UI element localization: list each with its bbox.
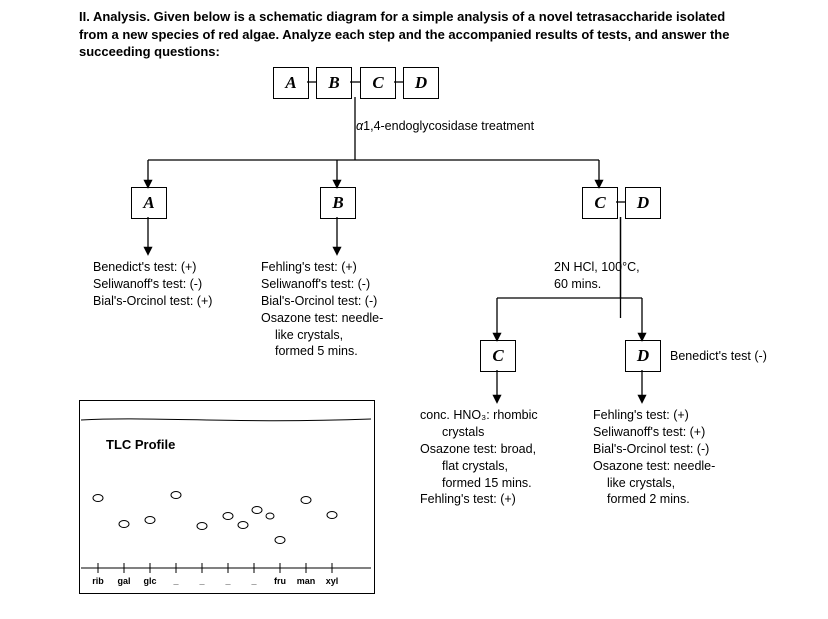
- node-letter: C: [594, 193, 605, 213]
- test-line: Bial's-Orcinol test: (-): [261, 293, 451, 310]
- tlc-lane-label: fru: [274, 576, 286, 586]
- node-mid-A: A: [131, 187, 167, 219]
- test-line: like crystals,: [261, 327, 451, 344]
- node-low-D: D: [625, 340, 661, 372]
- tlc-lane-label: man: [297, 576, 316, 586]
- test-line: Benedict's test: (+): [93, 259, 263, 276]
- node-letter: D: [415, 73, 427, 93]
- tests-D2-right: Benedict's test (-): [670, 348, 767, 365]
- tlc-lane-label: rib: [92, 576, 104, 586]
- node-letter: D: [637, 193, 649, 213]
- test-line: formed 5 mins.: [261, 343, 451, 360]
- node-top-D: D: [403, 67, 439, 99]
- tests-B: Fehling's test: (+) Seliwanoff's test: (…: [261, 259, 451, 360]
- treatment-text: 1,4-endoglycosidase treatment: [363, 119, 534, 133]
- test-line: Osazone test: needle-: [593, 458, 783, 475]
- node-letter: C: [372, 73, 383, 93]
- node-letter: B: [332, 193, 343, 213]
- node-letter: D: [637, 346, 649, 366]
- node-mid-B: B: [320, 187, 356, 219]
- test-line: Osazone test: needle-: [261, 310, 451, 327]
- test-line: conc. HNO₃: rhombic: [420, 407, 590, 424]
- node-top-A: A: [273, 67, 309, 99]
- node-mid-D: D: [625, 187, 661, 219]
- test-line: Osazone test: broad,: [420, 441, 590, 458]
- tests-C2: conc. HNO₃: rhombic crystals Osazone tes…: [420, 407, 590, 508]
- node-letter: C: [492, 346, 503, 366]
- test-line: Fehling's test: (+): [420, 491, 590, 508]
- treatment-label: α1,4-endoglycosidase treatment: [356, 118, 534, 135]
- node-letter: A: [143, 193, 154, 213]
- node-top-B: B: [316, 67, 352, 99]
- test-line: formed 2 mins.: [593, 491, 783, 508]
- tlc-lane-label: _: [251, 576, 256, 586]
- test-line: Fehling's test: (+): [593, 407, 783, 424]
- tlc-lane-label: _: [199, 576, 204, 586]
- tests-A: Benedict's test: (+) Seliwanoff's test: …: [93, 259, 263, 310]
- tlc-lane-label: xyl: [326, 576, 339, 586]
- node-top-C: C: [360, 67, 396, 99]
- test-line: 2N HCl, 100°C,: [554, 259, 694, 276]
- test-line: flat crystals,: [420, 458, 590, 475]
- tlc-lane-label: _: [173, 576, 178, 586]
- tlc-lane-label: gal: [117, 576, 130, 586]
- tlc-frame: [79, 400, 375, 594]
- test-line: Fehling's test: (+): [261, 259, 451, 276]
- test-line: Seliwanoff's test: (-): [261, 276, 451, 293]
- node-mid-C: C: [582, 187, 618, 219]
- tests-CD-hcl: 2N HCl, 100°C, 60 mins.: [554, 259, 694, 293]
- tlc-lane-label: glc: [143, 576, 156, 586]
- node-letter: A: [285, 73, 296, 93]
- tests-D2: Fehling's test: (+) Seliwanoff's test: (…: [593, 407, 783, 508]
- node-low-C: C: [480, 340, 516, 372]
- test-line: formed 15 mins.: [420, 475, 590, 492]
- test-line: like crystals,: [593, 475, 783, 492]
- test-line: 60 mins.: [554, 276, 694, 293]
- test-line: Bial's-Orcinol test: (+): [93, 293, 263, 310]
- node-letter: B: [328, 73, 339, 93]
- test-line: Bial's-Orcinol test: (-): [593, 441, 783, 458]
- question-heading: II. Analysis. Given below is a schematic…: [79, 8, 749, 61]
- test-line: crystals: [420, 424, 590, 441]
- tlc-lane-label: _: [225, 576, 230, 586]
- tlc-title: TLC Profile: [106, 437, 175, 452]
- test-line: Seliwanoff's test: (+): [593, 424, 783, 441]
- test-line: Seliwanoff's test: (-): [93, 276, 263, 293]
